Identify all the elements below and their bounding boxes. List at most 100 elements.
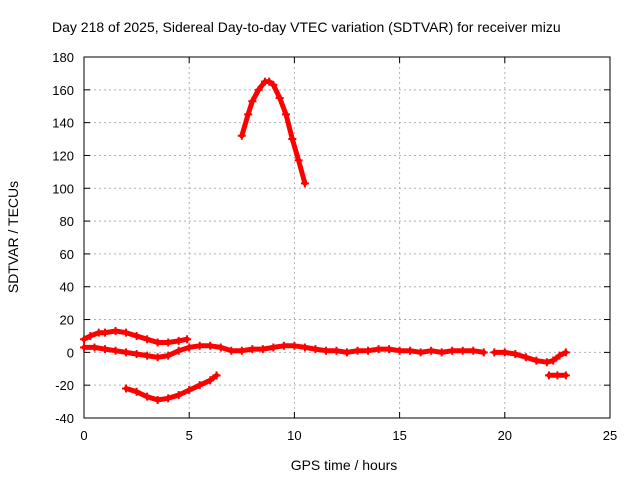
data-point [269, 80, 278, 89]
data-point [448, 346, 457, 355]
y-tick-label: 120 [52, 148, 74, 163]
y-tick-label: 140 [52, 116, 74, 131]
x-tick-label: 20 [498, 428, 512, 443]
chart-title: Day 218 of 2025, Sidereal Day-to-day VTE… [52, 19, 561, 35]
data-point [281, 110, 290, 119]
data-point [122, 384, 131, 393]
series-arc-late [490, 348, 570, 367]
series-line [123, 372, 220, 403]
data-point [185, 343, 194, 352]
data-point [254, 85, 263, 94]
data-point [153, 338, 162, 347]
y-tick-label: 180 [52, 50, 74, 65]
data-point [427, 346, 436, 355]
data-point [549, 356, 558, 365]
x-tick-label: 5 [186, 428, 193, 443]
data-point [174, 336, 183, 345]
data-point [300, 179, 309, 188]
y-tick-label: 0 [67, 345, 74, 360]
data-point [275, 94, 284, 103]
data-point [164, 351, 173, 360]
data-point [164, 338, 173, 347]
data-point [206, 376, 215, 385]
data-point [544, 371, 553, 380]
data-point [279, 341, 288, 350]
data-point [237, 131, 246, 140]
data-point [542, 358, 551, 367]
data-point [395, 346, 404, 355]
data-point [174, 391, 183, 400]
y-tick-label: 60 [60, 247, 74, 262]
y-tick-label: -20 [55, 378, 74, 393]
data-point [511, 350, 520, 359]
data-series [80, 77, 570, 404]
data-point [183, 335, 192, 344]
y-tick-label: 20 [60, 313, 74, 328]
data-point [311, 345, 320, 354]
x-tick-label: 0 [80, 428, 87, 443]
data-point [555, 351, 564, 360]
data-point [195, 381, 204, 390]
data-point [288, 135, 297, 144]
data-point [216, 343, 225, 352]
data-point [111, 327, 120, 336]
data-point [143, 335, 152, 344]
data-point [143, 392, 152, 401]
data-point [132, 350, 141, 359]
data-point [294, 156, 303, 165]
data-point [122, 328, 131, 337]
data-point [143, 351, 152, 360]
grid [84, 57, 610, 418]
series-arc-upper-early [80, 327, 192, 347]
series-segment-late-low [544, 371, 570, 380]
data-point [321, 346, 330, 355]
data-point [479, 348, 488, 357]
y-tick-label: -40 [55, 411, 74, 426]
data-point [521, 353, 530, 362]
series-arc-main-long [80, 341, 488, 362]
y-tick-label: 40 [60, 280, 74, 295]
data-point [469, 346, 478, 355]
x-tick-label: 25 [603, 428, 617, 443]
data-point [490, 348, 499, 357]
plot-frame [83, 56, 611, 419]
axis-ticks: -40 -20 0 20 40 60 80 100 120 140 160 180 0 5 10 15 20 25 [52, 50, 617, 443]
data-point [185, 386, 194, 395]
data-point [385, 345, 394, 354]
data-point [132, 331, 141, 340]
x-tick-label: 15 [392, 428, 406, 443]
data-point [561, 348, 570, 357]
data-point [80, 343, 88, 352]
data-point [164, 394, 173, 403]
data-point [248, 345, 257, 354]
series-line [239, 79, 308, 186]
series-arc-negative [122, 371, 221, 404]
data-point [265, 77, 274, 86]
data-point [269, 343, 278, 352]
data-point [290, 341, 299, 350]
y-axis-label: SDTVAR / TECUs [5, 181, 21, 293]
data-point [212, 371, 221, 380]
data-point [195, 341, 204, 350]
data-point [153, 395, 162, 404]
data-point [353, 346, 362, 355]
data-point [80, 335, 88, 344]
y-tick-label: 100 [52, 181, 74, 196]
y-tick-label: 80 [60, 214, 74, 229]
data-point [416, 348, 425, 357]
data-point [374, 345, 383, 354]
data-point [237, 346, 246, 355]
data-point [122, 348, 131, 357]
data-point [364, 346, 373, 355]
data-point [132, 387, 141, 396]
data-point [86, 331, 95, 340]
data-point [437, 348, 446, 357]
data-point [101, 328, 110, 337]
y-tick-label: 160 [52, 83, 74, 98]
data-point [458, 346, 467, 355]
x-tick-label: 10 [287, 428, 301, 443]
x-axis-label: GPS time / hours [291, 457, 398, 473]
series-arc-peak [237, 77, 309, 188]
data-point [332, 346, 341, 355]
